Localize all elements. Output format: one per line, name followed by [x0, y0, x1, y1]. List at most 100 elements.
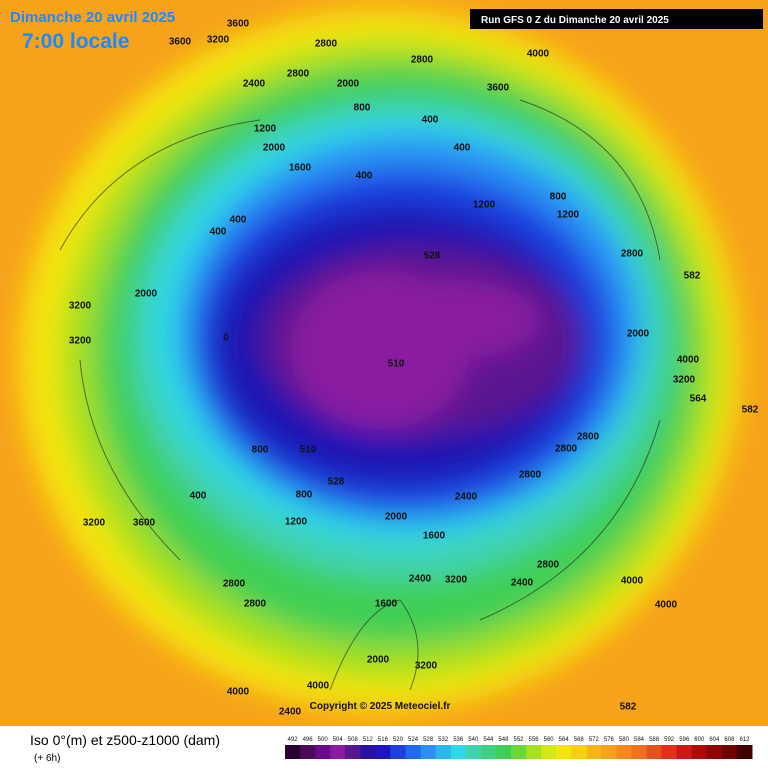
scale-label: 592: [664, 737, 675, 743]
contour-label: 3600: [487, 83, 510, 94]
scale-label: 584: [634, 737, 645, 743]
contour-label: 800: [252, 445, 269, 456]
scale-label: 520: [393, 737, 404, 743]
contour-label: 2000: [385, 512, 408, 523]
scale-label: 564: [559, 737, 570, 743]
copyright: Copyright © 2025 Meteociel.fr: [310, 701, 451, 712]
contour-label: 582: [620, 702, 637, 713]
contour-label: 800: [296, 490, 313, 501]
scale-label: 528: [423, 737, 434, 743]
contour-label: 2800: [555, 444, 578, 455]
contour-label: 1200: [285, 517, 308, 528]
contour-label: 3200: [207, 35, 230, 46]
scale-label: 544: [483, 737, 494, 743]
contour-label: 1200: [254, 124, 277, 135]
scale-label: 516: [378, 737, 389, 743]
contour-label: 3600: [133, 518, 156, 529]
scale-label: 536: [453, 737, 464, 743]
contour-label: 510: [300, 445, 317, 456]
scale-swatch: [586, 745, 602, 759]
contour-label: 582: [684, 271, 701, 282]
contour-label: 4000: [307, 681, 330, 692]
footer-title: Iso 0°(m) et z500-z1000 (dam): [30, 732, 220, 748]
contour-label: 2400: [455, 492, 478, 503]
contour-label: 2000: [627, 329, 650, 340]
run-box: [470, 9, 763, 29]
scale-swatch: [375, 745, 391, 759]
scale-label: 576: [604, 737, 615, 743]
contour-label: 3200: [445, 575, 468, 586]
contour-label: 2800: [519, 470, 542, 481]
scale-swatch: [541, 745, 557, 759]
scale-label: 560: [544, 737, 555, 743]
time: 7:00 locale: [22, 30, 129, 53]
contour-label: 400: [422, 115, 439, 126]
contour-label: 2800: [411, 55, 434, 66]
contour-label: 3200: [69, 336, 92, 347]
contour-label: 3600: [227, 19, 250, 30]
scale-label: 568: [574, 737, 585, 743]
scale-label: 540: [468, 737, 479, 743]
scale-label: 500: [318, 737, 329, 743]
contour-label: 3200: [673, 375, 696, 386]
contour-label: 800: [550, 192, 567, 203]
scale-swatch: [691, 745, 708, 759]
scale-swatch: [390, 745, 407, 759]
scale-label: 552: [513, 737, 524, 743]
run-info: Run GFS 0 Z du Dimanche 20 avril 2025: [481, 15, 669, 26]
scale-swatch: [435, 745, 452, 759]
contour-label: 3200: [415, 661, 438, 672]
contour-label: 2800: [244, 599, 267, 610]
scale-swatch: [465, 745, 482, 759]
scale-label: 512: [363, 737, 374, 743]
scale-label: 604: [709, 737, 720, 743]
contour-label: 528: [328, 477, 345, 488]
scale-swatch: [345, 745, 361, 759]
contour-label: 2800: [315, 39, 338, 50]
scale-swatch: [360, 745, 376, 759]
contour-label: 3600: [169, 37, 192, 48]
contour-label: 2800: [577, 432, 600, 443]
contour-label: 2800: [621, 249, 644, 260]
scale-label: 532: [438, 737, 449, 743]
scale-label: 600: [694, 737, 705, 743]
contour-label: 2400: [243, 79, 266, 90]
contour-label: 2400: [279, 707, 302, 718]
contour-label: 1200: [473, 200, 496, 211]
scale-swatch: [616, 745, 632, 759]
contour-label: 510: [388, 359, 405, 370]
contour-label: 2000: [135, 289, 158, 300]
contour-label: 400: [190, 491, 207, 502]
contour-label: 528: [424, 251, 441, 262]
contour-label: 1200: [557, 210, 580, 221]
scale-swatch: [601, 745, 617, 759]
scale-swatch: [631, 745, 648, 759]
contour-label: 2400: [511, 578, 534, 589]
contour-label: 1600: [375, 599, 398, 610]
contour-label: 2400: [409, 574, 432, 585]
scale-swatch: [721, 745, 738, 759]
scale-label: 504: [333, 737, 344, 743]
contour-label: 3200: [83, 518, 106, 529]
date: Dimanche 20 avril 2025: [10, 9, 175, 26]
scale-swatch: [495, 745, 512, 759]
contour-label: 582: [742, 405, 759, 416]
scale-label: 608: [724, 737, 735, 743]
scale-swatch: [571, 745, 587, 759]
contour-label: 1600: [289, 163, 312, 174]
contour-label: 1600: [423, 531, 446, 542]
scale-label: 496: [303, 737, 314, 743]
scale-swatch: [526, 745, 542, 759]
contour-label: 400: [454, 143, 471, 154]
contour-label: 0: [223, 333, 229, 344]
scale-swatch: [300, 745, 316, 759]
scale-swatch: [330, 745, 346, 759]
scale-label: 596: [679, 737, 690, 743]
scale-swatch: [676, 745, 693, 759]
contour-label: 4000: [621, 576, 644, 587]
contour-label: 400: [230, 215, 247, 226]
contour-label: 2800: [287, 69, 310, 80]
scale-swatch: [285, 745, 301, 759]
